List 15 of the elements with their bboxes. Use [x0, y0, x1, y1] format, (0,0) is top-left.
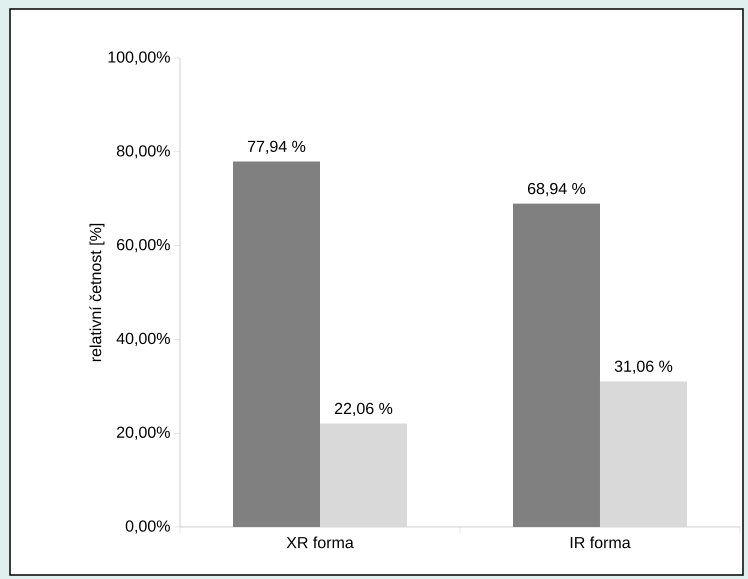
- bar: [600, 381, 687, 527]
- y-tick-label: 100,00%: [108, 51, 170, 65]
- x-tick-label: XR forma: [286, 536, 354, 548]
- y-tick-label: 0,00%: [126, 520, 170, 534]
- bar: [320, 424, 407, 527]
- y-tick-label: 80,00%: [116, 145, 170, 158]
- data-label: 77,94 %: [248, 140, 306, 154]
- data-label: 22,06 %: [334, 402, 392, 416]
- y-axis-title: relativní četnost [%]: [89, 224, 104, 362]
- data-label: 68,94 %: [528, 182, 586, 196]
- y-tick-label: 20,00%: [117, 426, 170, 440]
- y-tick-label: 60,00%: [117, 238, 170, 252]
- y-tick-label: 40,00%: [116, 332, 170, 346]
- x-tick-label: IR forma: [570, 536, 631, 548]
- data-label: 31,06 %: [614, 360, 672, 374]
